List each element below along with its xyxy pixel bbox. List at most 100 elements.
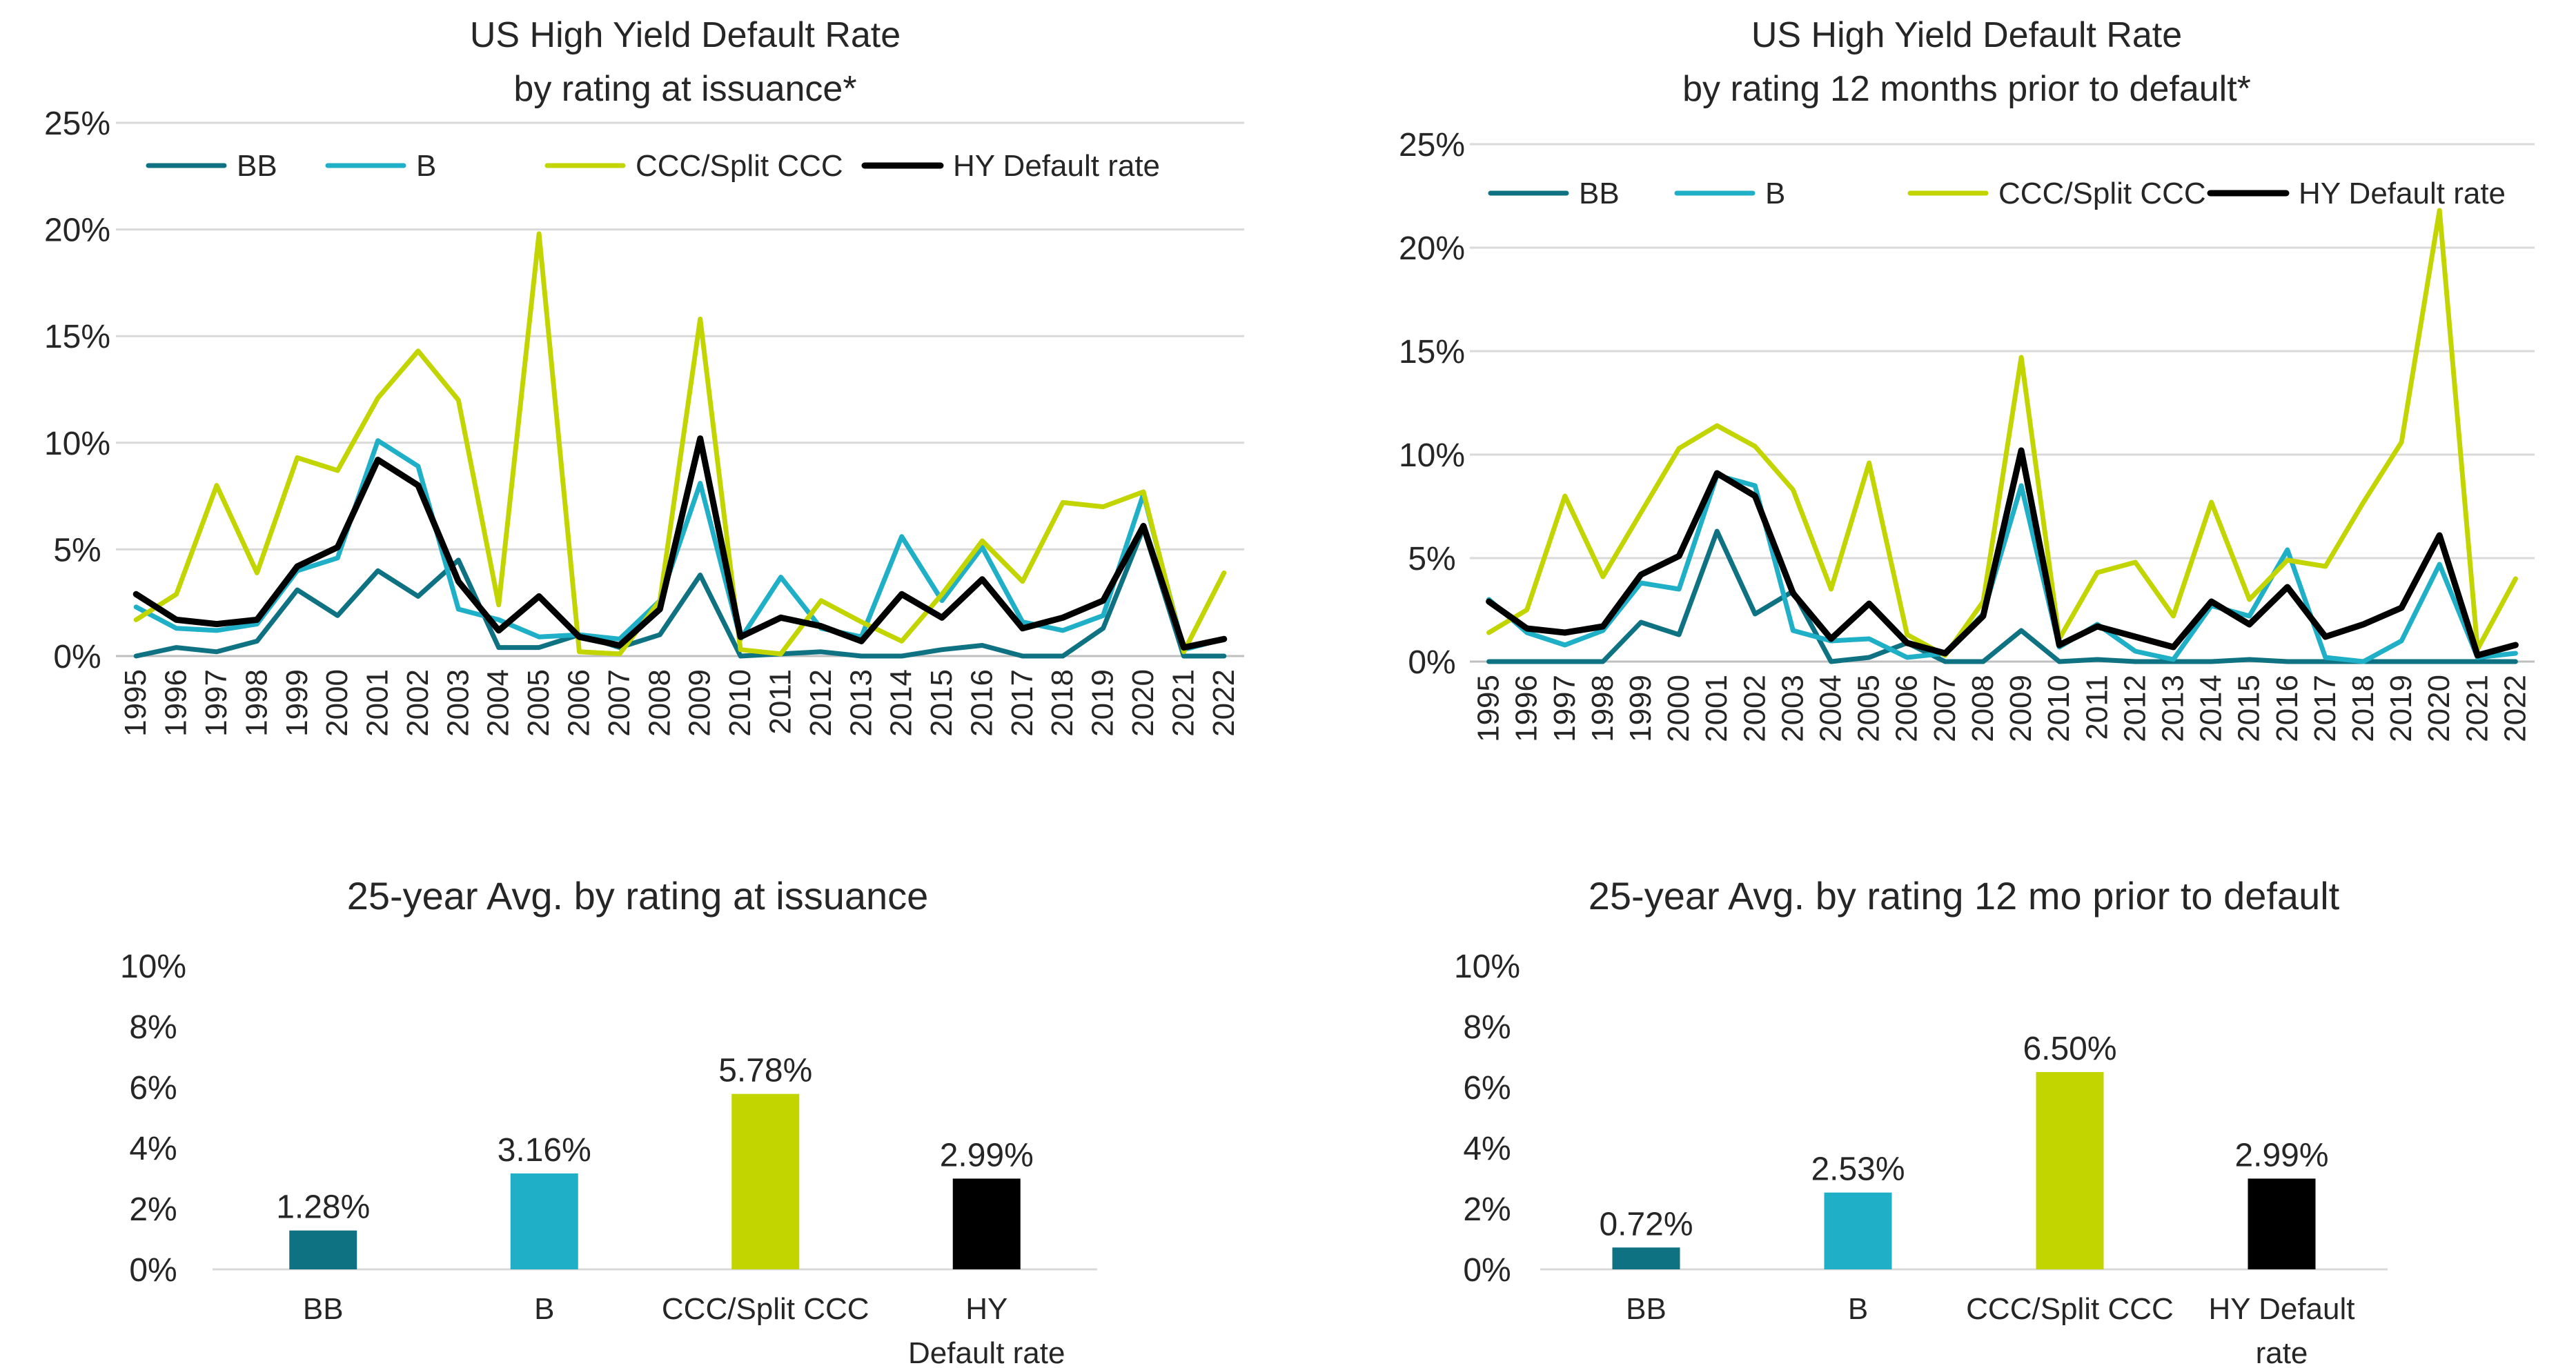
y-tick-label: 2%	[1463, 1191, 1511, 1228]
x-tick-label: 2000	[320, 669, 354, 737]
y-tick-label: 2%	[129, 1191, 177, 1228]
x-tick-label: BB	[1626, 1292, 1666, 1326]
chart-subtitle: by rating at issuance*	[513, 69, 856, 109]
x-tick-label: 1995	[119, 669, 153, 737]
legend-label-ccc-split-ccc: CCC/Split CCC	[1998, 177, 2206, 210]
data-label: 3.16%	[498, 1132, 591, 1169]
x-tick-label-line: CCC/Split CCC	[662, 1292, 869, 1326]
x-tick-label: 2001	[361, 669, 395, 737]
x-tick-label: 2001	[1700, 675, 1733, 742]
y-tick-label: 10%	[44, 426, 110, 462]
x-tick-label: 2014	[2194, 675, 2228, 742]
y-tick-labels: 0% 5% 10% 15% 20% 25%	[1399, 127, 1465, 681]
x-tick-label: CCC/Split CCC	[662, 1292, 869, 1326]
y-tick-labels: 0% 2% 4% 6% 8% 10%	[120, 949, 186, 1289]
x-tick-label: 2011	[763, 669, 797, 735]
x-tick-label: 2016	[2270, 675, 2304, 742]
x-tick-label: 1997	[199, 669, 233, 737]
data-labels: 0.72% 2.53% 6.50% 2.99%	[1599, 1031, 2328, 1242]
y-tick-label: 5%	[53, 532, 101, 568]
x-tick-label: B	[534, 1292, 554, 1326]
series-line-ccc-split-ccc	[133, 231, 1227, 657]
series-line-ccc-split-ccc	[1486, 208, 2518, 658]
bar-b	[510, 1173, 578, 1269]
y-tick-label: 20%	[1399, 230, 1465, 267]
x-tick-label: 2015	[925, 669, 958, 737]
x-tick-label: 2009	[2004, 675, 2038, 742]
y-tick-label: 0%	[1408, 644, 1455, 681]
x-tick-label: 2011	[2080, 675, 2114, 740]
x-tick-label: 1998	[239, 669, 273, 737]
bar-bb	[1612, 1247, 1680, 1269]
chart-title: US High Yield Default Rate	[470, 15, 901, 55]
x-tick-label: 2021	[1166, 669, 1200, 737]
x-tick-label: 2000	[1662, 675, 1695, 742]
x-tick-label: 2013	[844, 669, 878, 737]
x-tick-label: 2019	[2384, 675, 2418, 742]
x-tick-label: 1999	[280, 669, 314, 737]
x-tick-label: 2021	[2460, 675, 2494, 742]
x-tick-label: 2007	[602, 669, 636, 737]
bar-b	[1824, 1192, 1892, 1269]
legend-label-hy-default-rate: HY Default rate	[2299, 177, 2506, 210]
chart-title: US High Yield Default Rate	[1751, 15, 2182, 55]
y-tick-label: 10%	[120, 949, 186, 985]
x-tick-label: 2007	[1928, 675, 1962, 742]
bars	[289, 1093, 1021, 1269]
series-lines	[132, 231, 1228, 659]
x-tick-label: CCC/Split CCC	[1966, 1292, 2174, 1326]
x-tick-label: 2012	[2118, 675, 2152, 742]
bar-hy-default-rate	[2248, 1178, 2316, 1269]
x-tick-label-line: HY	[965, 1292, 1007, 1326]
bar-ccc-split-ccc	[2036, 1072, 2104, 1269]
x-tick-label: 1995	[1472, 675, 1506, 742]
legend-label-b: B	[416, 149, 436, 183]
legend-label-bb: BB	[237, 149, 277, 183]
x-tick-label: B	[1848, 1292, 1868, 1326]
y-tick-label: 15%	[44, 319, 110, 355]
x-tick-label-line: B	[1848, 1292, 1868, 1326]
chart-title: 25-year Avg. by rating 12 mo prior to de…	[1589, 874, 2340, 918]
legend: BB B CCC/Split CCC HY Default rate	[146, 149, 1160, 183]
x-tick-label: 2005	[522, 669, 555, 737]
x-tick-label: 2022	[2498, 675, 2532, 742]
series-lines	[1486, 208, 2519, 664]
x-tick-label-line: B	[534, 1292, 554, 1326]
bars	[1612, 1072, 2316, 1269]
legend-label-bb: BB	[1579, 177, 1620, 210]
legend-label-b: B	[1765, 177, 1785, 210]
y-tick-label: 20%	[44, 212, 110, 249]
y-tick-label: 15%	[1399, 334, 1465, 370]
bar-chart-prior-12mo-avg: 25-year Avg. by rating 12 mo prior to de…	[1454, 874, 2388, 1368]
y-tick-label: 5%	[1408, 541, 1455, 577]
series-line-bb	[133, 526, 1227, 659]
x-tick-label: 2020	[1126, 669, 1160, 737]
y-tick-label: 6%	[1463, 1070, 1511, 1107]
data-label: 5.78%	[718, 1053, 812, 1089]
x-tick-label-line: BB	[1626, 1292, 1666, 1326]
data-label: 6.50%	[2023, 1031, 2116, 1067]
x-tick-label: 2002	[401, 669, 435, 737]
y-grid	[116, 121, 1244, 657]
data-label: 0.72%	[1599, 1206, 1693, 1242]
x-tick-label: 2009	[683, 669, 717, 737]
x-tick-label: 1998	[1586, 675, 1620, 742]
x-tick-label-line: rate	[2256, 1336, 2308, 1368]
x-tick-label: 2013	[2156, 675, 2190, 742]
data-label: 2.99%	[940, 1137, 1034, 1173]
y-tick-label: 4%	[129, 1131, 177, 1167]
legend-label-hy-default-rate: HY Default rate	[953, 149, 1160, 183]
x-tick-label: 2017	[2308, 675, 2342, 742]
series-line-b	[1486, 473, 2518, 664]
x-tick-labels: 1995 1996 1997 1998 1999 2000 2001 2002 2003 2004…	[1472, 675, 2533, 742]
y-tick-label: 25%	[44, 106, 110, 142]
x-tick-label: 2014	[885, 669, 918, 737]
y-tick-label: 0%	[1463, 1252, 1511, 1289]
y-tick-label: 8%	[129, 1009, 177, 1046]
x-tick-label: HY Default rate	[908, 1292, 1065, 1368]
data-label: 2.99%	[2234, 1137, 2328, 1173]
y-tick-label: 4%	[1463, 1131, 1511, 1167]
x-tick-label: 2020	[2422, 675, 2456, 742]
chart-subtitle: by rating 12 months prior to default*	[1682, 69, 2251, 109]
